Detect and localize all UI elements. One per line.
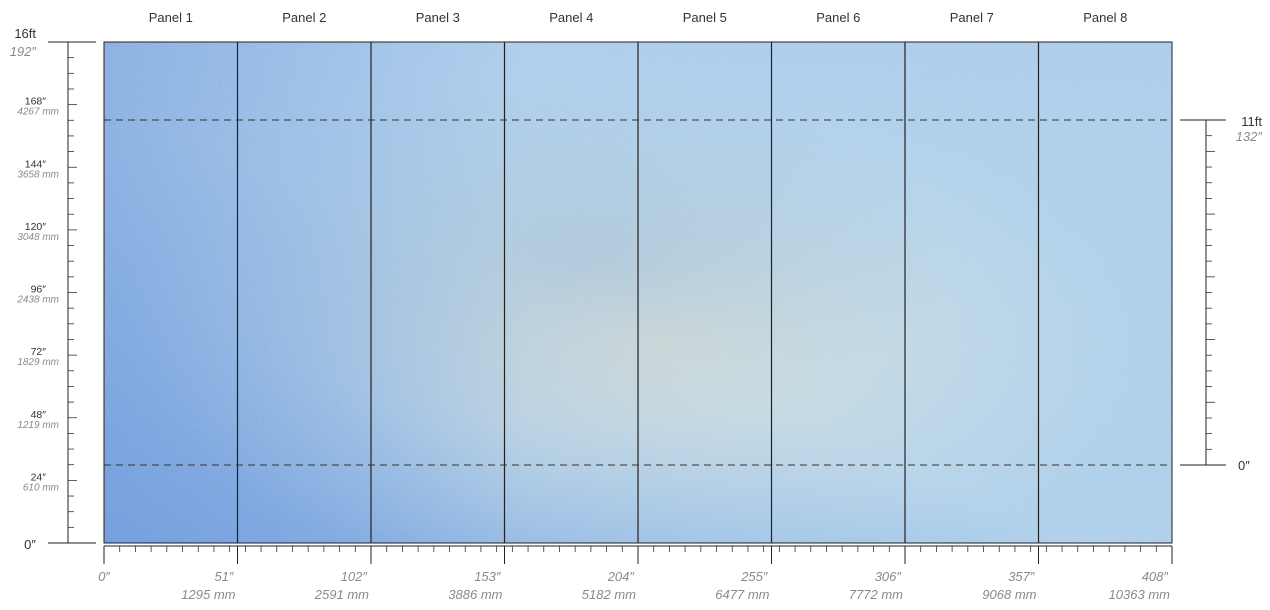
bottom-ruler-mm-label: 3886 mm: [448, 587, 502, 602]
panel-label: Panel 4: [549, 10, 593, 25]
bottom-ruler-mm-label: 10363 mm: [1109, 587, 1171, 602]
bottom-ruler-mm-label: 9068 mm: [982, 587, 1036, 602]
bottom-ruler-inch-label: 255″: [740, 569, 768, 584]
left-ruler-mm-label: 1219 mm: [17, 420, 59, 431]
left-ruler-mm-label: 3658 mm: [17, 169, 59, 180]
left-ruler-zero-label: 0″: [24, 537, 36, 552]
bottom-ruler-inch-label: 408″: [1142, 569, 1169, 584]
visible-area-guides: [104, 119, 1172, 466]
left-ruler-inch-label: 24″: [31, 471, 47, 483]
bottom-ruler-inch-label: 102″: [341, 569, 368, 584]
left-ruler-inch-label: 144″: [25, 158, 47, 170]
bottom-ruler-mm-label: 2591 mm: [314, 587, 369, 602]
left-ruler-mm-label: 3048 mm: [17, 232, 59, 243]
bottom-width-ruler: 0″ 51″ 1295 mm 102″ 2591 mm 153″ 3886 mm 204″ 51…: [98, 545, 1173, 602]
bottom-ruler-inch-label: 357″: [1008, 569, 1035, 584]
right-ruler-zero-label: 0″: [1238, 458, 1250, 473]
panel-label: Panel 1: [149, 10, 193, 25]
panel-label: Panel 3: [416, 10, 460, 25]
left-height-ruler: 16ft 192″ 168″4267 mm 144″3658 mm 120″3048 m…: [10, 26, 96, 552]
left-ruler-top-inches: 192″: [10, 44, 37, 59]
left-ruler-inch-label: 48″: [31, 409, 47, 421]
panel-labels: Panel 1 Panel 2 Panel 3 Panel 4 Panel 5 Panel…: [149, 10, 1128, 25]
bottom-ruler-mm-label: 5182 mm: [582, 587, 636, 602]
left-ruler-inch-label: 120″: [25, 221, 47, 233]
bottom-ruler-inch-label: 306″: [875, 569, 902, 584]
bottom-ruler-zero-label: 0″: [98, 569, 110, 584]
left-ruler-feet-label: 16ft: [14, 26, 36, 41]
right-ruler-feet-label: 11ft: [1241, 114, 1262, 129]
left-ruler-inch-label: 96″: [31, 284, 47, 296]
bottom-ruler-mm-label: 1295 mm: [181, 587, 235, 602]
left-ruler-mm-label: 2438 mm: [16, 295, 59, 306]
right-ruler-top-inches: 132″: [1236, 129, 1263, 144]
panel-label: Panel 8: [1083, 10, 1127, 25]
bottom-ruler-mm-label: 6477 mm: [715, 587, 769, 602]
panel-label: Panel 6: [816, 10, 860, 25]
panel-dividers: [236, 42, 1040, 543]
left-ruler-inch-label: 72″: [31, 346, 47, 358]
left-ruler-mm-label: 610 mm: [23, 482, 59, 493]
wall-border: [103, 41, 1173, 544]
left-ruler-mm-label: 1829 mm: [17, 357, 59, 368]
bottom-ruler-inch-label: 153″: [474, 569, 501, 584]
bottom-ruler-mm-label: 7772 mm: [849, 587, 903, 602]
left-ruler-mm-label: 4267 mm: [17, 107, 59, 118]
left-ruler-inch-label: 168″: [25, 96, 47, 108]
panel-label: Panel 2: [282, 10, 326, 25]
panel-label: Panel 7: [950, 10, 994, 25]
panel-label: Panel 5: [683, 10, 727, 25]
bottom-ruler-inch-label: 51″: [214, 569, 233, 584]
bottom-ruler-inch-label: 204″: [607, 569, 635, 584]
